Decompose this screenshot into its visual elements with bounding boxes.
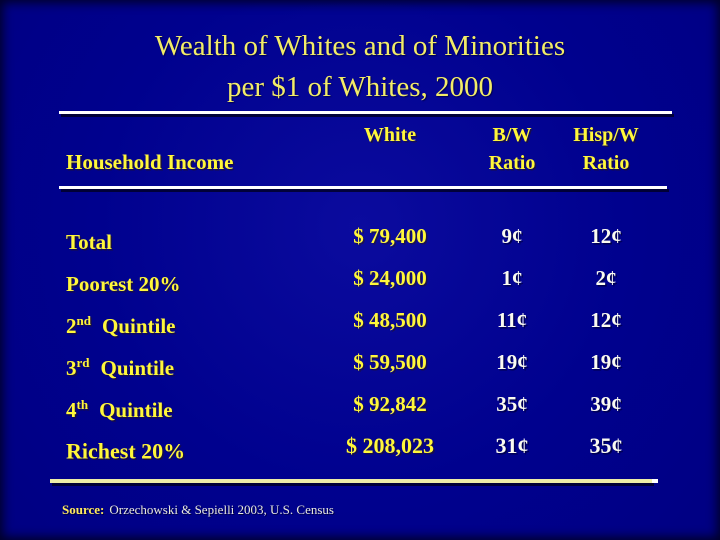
column-header-hisp-line1: Hisp/W [573, 124, 639, 146]
cell-white-wealth: $ 79,400 [353, 224, 427, 248]
title-line-2: per $1 of Whites, 2000 [226, 71, 494, 103]
cell-bw-ratio: 19¢ [496, 350, 528, 374]
slide-title: Wealth of Whites and of Minorities per $… [0, 26, 720, 108]
table-row-2nd-quintile: 2nd Quintile $ 48,500 11¢ 12¢ [0, 307, 720, 338]
divider-bottom [50, 479, 658, 483]
table-row-4th-quintile: 4th Quintile $ 92,842 35¢ 39¢ [0, 391, 720, 422]
cell-bw-ratio: 31¢ [495, 433, 529, 458]
cell-hisp-ratio: 12¢ [590, 224, 622, 248]
row-label: 4th Quintile [66, 397, 173, 422]
column-header-hisp-line2: Ratio [582, 152, 630, 174]
column-header-white: White [363, 124, 417, 146]
table-row-richest-20: Richest 20% $ 208,023 31¢ 35¢ [0, 432, 720, 463]
cell-bw-ratio: 35¢ [496, 392, 528, 416]
table-row-total: Total $ 79,400 9¢ 12¢ [0, 223, 720, 254]
cell-white-wealth: $ 59,500 [353, 350, 427, 374]
cell-hisp-ratio: 12¢ [590, 308, 622, 332]
column-header-bw-line1: B/W [492, 124, 532, 146]
cell-bw-ratio: 11¢ [496, 308, 528, 332]
cell-white-wealth: $ 24,000 [353, 266, 427, 290]
column-header-hisp-ratio: Hisp/W Ratio [558, 121, 654, 177]
cell-hisp-ratio: 39¢ [590, 392, 622, 416]
cell-hisp-ratio: 2¢ [595, 266, 617, 290]
cell-bw-ratio: 1¢ [501, 266, 523, 290]
row-label: 3rd Quintile [66, 355, 175, 380]
divider-below-title [59, 111, 672, 114]
row-header-household-income: Household Income [66, 150, 234, 174]
table-row-3rd-quintile: 3rd Quintile $ 59,500 19¢ 19¢ [0, 349, 720, 380]
column-header-bw-line2: Ratio [488, 152, 536, 174]
cell-hisp-ratio: 35¢ [589, 433, 623, 458]
source-text: Orzechowski & Sepielli 2003, U.S. Census [109, 502, 334, 517]
row-label: 2nd Quintile [66, 313, 176, 338]
divider-below-header [59, 186, 667, 189]
cell-hisp-ratio: 19¢ [590, 350, 622, 374]
title-line-1: Wealth of Whites and of Minorities [154, 30, 566, 62]
row-label: Richest 20% [66, 438, 186, 464]
table-row-poorest-20: Poorest 20% $ 24,000 1¢ 2¢ [0, 265, 720, 296]
source-label: Source: [62, 502, 105, 517]
cell-white-wealth: $ 48,500 [353, 308, 427, 332]
row-label: Total [66, 230, 112, 254]
cell-white-wealth: $ 208,023 [346, 433, 434, 458]
column-header-bw-ratio: B/W Ratio [466, 121, 558, 177]
cell-white-wealth: $ 92,842 [353, 392, 427, 416]
row-label: Poorest 20% [66, 272, 181, 296]
cell-bw-ratio: 9¢ [501, 224, 523, 248]
source-note: Source: Orzechowski & Sepielli 2003, U.S.… [62, 502, 334, 518]
